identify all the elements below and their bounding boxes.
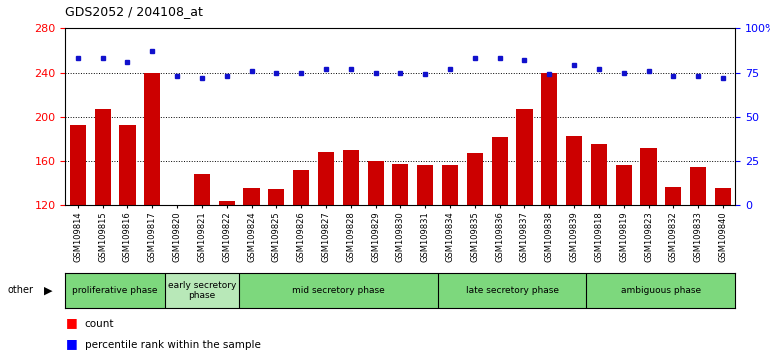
Bar bbox=[243, 188, 259, 205]
Bar bbox=[541, 73, 557, 205]
Text: percentile rank within the sample: percentile rank within the sample bbox=[85, 341, 260, 350]
Bar bbox=[95, 109, 111, 205]
Bar bbox=[367, 161, 383, 205]
Bar bbox=[437, 273, 587, 308]
Bar bbox=[318, 152, 334, 205]
Bar bbox=[491, 137, 507, 205]
Text: ambiguous phase: ambiguous phase bbox=[621, 286, 701, 295]
Text: other: other bbox=[8, 285, 34, 295]
Bar bbox=[566, 136, 582, 205]
Bar bbox=[715, 188, 731, 205]
Text: proliferative phase: proliferative phase bbox=[72, 286, 158, 295]
Text: count: count bbox=[85, 319, 114, 329]
Text: ▶: ▶ bbox=[44, 285, 52, 295]
Text: ■: ■ bbox=[65, 316, 77, 329]
Bar bbox=[517, 109, 533, 205]
Bar bbox=[417, 165, 434, 205]
Bar bbox=[144, 73, 160, 205]
Bar bbox=[194, 174, 210, 205]
Bar bbox=[690, 167, 706, 205]
Bar bbox=[268, 189, 284, 205]
Bar bbox=[119, 125, 136, 205]
Bar bbox=[641, 148, 657, 205]
Bar bbox=[293, 170, 310, 205]
Bar bbox=[467, 153, 483, 205]
Text: GDS2052 / 204108_at: GDS2052 / 204108_at bbox=[65, 5, 203, 18]
Bar bbox=[393, 164, 408, 205]
Text: ■: ■ bbox=[65, 337, 77, 350]
Bar bbox=[219, 201, 235, 205]
Text: early secretory
phase: early secretory phase bbox=[168, 281, 236, 300]
Bar bbox=[587, 273, 735, 308]
Bar bbox=[165, 273, 239, 308]
Bar bbox=[239, 273, 437, 308]
Bar bbox=[442, 165, 458, 205]
Bar bbox=[343, 150, 359, 205]
Bar bbox=[665, 187, 681, 205]
Bar bbox=[70, 125, 86, 205]
Text: late secretory phase: late secretory phase bbox=[466, 286, 558, 295]
Bar bbox=[591, 144, 607, 205]
Bar bbox=[616, 165, 631, 205]
Text: mid secretory phase: mid secretory phase bbox=[292, 286, 385, 295]
Bar bbox=[65, 273, 165, 308]
